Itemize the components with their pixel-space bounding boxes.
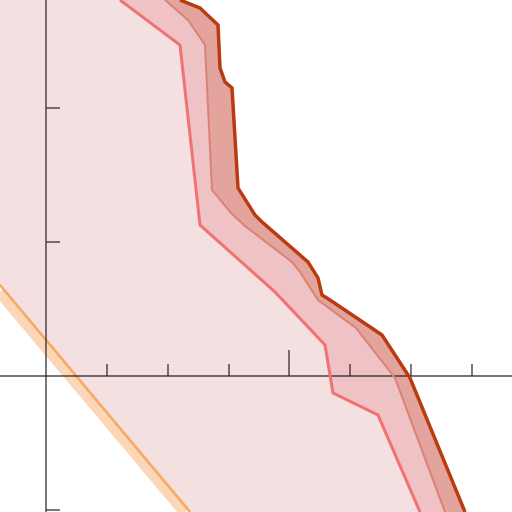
- shaded-region: [0, 0, 420, 512]
- x-ticks: [106, 350, 473, 376]
- y-ticks: [46, 107, 60, 511]
- orange-line: [0, 284, 191, 512]
- shaded-band: [120, 0, 445, 512]
- middle-curve: [164, 0, 446, 512]
- outer-curve: [179, 0, 467, 512]
- inner-curve: [119, 0, 422, 512]
- orange-band: [0, 288, 190, 512]
- shaded-band-outer: [165, 0, 465, 512]
